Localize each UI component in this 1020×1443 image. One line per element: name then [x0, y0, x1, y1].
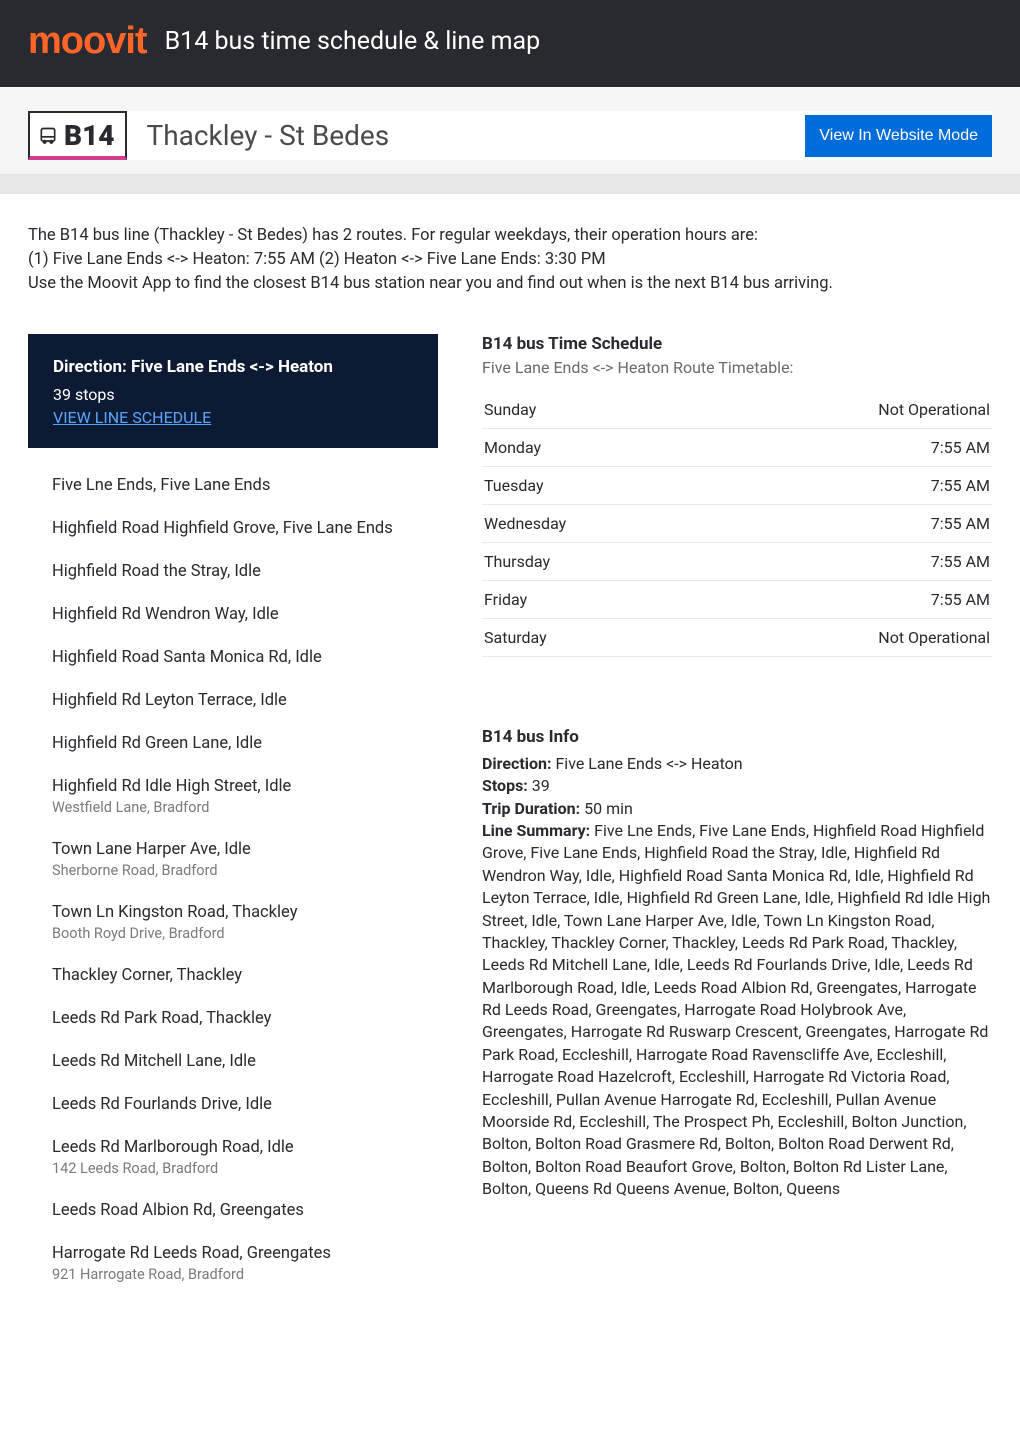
main-columns: Direction: Five Lane Ends <-> Heaton 39 … — [0, 316, 1020, 1307]
stop-name: Thackley Corner, Thackley — [52, 966, 414, 985]
page-title: B14 bus time schedule & line map — [165, 27, 541, 56]
schedule-time: 7:55 AM — [700, 580, 992, 618]
stop-name: Leeds Rd Mitchell Lane, Idle — [52, 1052, 414, 1071]
info-duration: Trip Duration: 50 min — [482, 798, 992, 820]
schedule-row: SundayNot Operational — [482, 391, 992, 429]
intro-text: The B14 bus line (Thackley - St Bedes) h… — [0, 194, 1020, 316]
stop-item: Five Lne Ends, Five Lane Ends — [52, 476, 414, 495]
schedule-row: Friday7:55 AM — [482, 580, 992, 618]
stop-address: Westfield Lane, Bradford — [52, 799, 414, 816]
stop-address: Booth Royd Drive, Bradford — [52, 925, 414, 942]
line-badge: B14 — [28, 111, 127, 160]
route-name: Thackley - St Bedes — [147, 119, 390, 152]
stop-address: 921 Harrogate Road, Bradford — [52, 1266, 414, 1283]
stop-item: Town Ln Kingston Road, Thackley Booth Roy… — [52, 903, 414, 942]
stop-item: Leeds Rd Park Road, Thackley — [52, 1009, 414, 1028]
stop-name: Town Ln Kingston Road, Thackley — [52, 903, 414, 922]
stop-item: Highfield Rd Leyton Terrace, Idle — [52, 691, 414, 710]
stop-name: Highfield Road the Stray, Idle — [52, 562, 414, 581]
info-stops: Stops: 39 — [482, 775, 992, 797]
left-column: Direction: Five Lane Ends <-> Heaton 39 … — [28, 334, 438, 1307]
info-direction: Direction: Five Lane Ends <-> Heaton — [482, 753, 992, 775]
stop-name: Leeds Rd Marlborough Road, Idle — [52, 1138, 414, 1157]
direction-box: Direction: Five Lane Ends <-> Heaton 39 … — [28, 334, 438, 448]
stops-list: Five Lne Ends, Five Lane Ends Highfield R… — [28, 448, 438, 1283]
stop-item: Leeds Rd Marlborough Road, Idle 142 Leeds… — [52, 1138, 414, 1177]
schedule-row: Thursday7:55 AM — [482, 542, 992, 580]
schedule-row: Wednesday7:55 AM — [482, 504, 992, 542]
stop-item: Harrogate Rd Leeds Road, Greengates 921 H… — [52, 1244, 414, 1283]
stop-name: Highfield Rd Leyton Terrace, Idle — [52, 691, 414, 710]
stop-name: Highfield Rd Wendron Way, Idle — [52, 605, 414, 624]
stop-name: Highfield Road Highfield Grove, Five Lan… — [52, 519, 414, 538]
stop-item: Leeds Rd Fourlands Drive, Idle — [52, 1095, 414, 1114]
stop-item: Highfield Road Highfield Grove, Five Lan… — [52, 519, 414, 538]
schedule-time: 7:55 AM — [700, 504, 992, 542]
stop-item: Town Lane Harper Ave, Idle Sherborne Road… — [52, 840, 414, 879]
stop-item: Highfield Rd Green Lane, Idle — [52, 734, 414, 753]
view-website-button[interactable]: View In Website Mode — [805, 115, 992, 157]
schedule-day: Tuesday — [482, 466, 700, 504]
stop-item: Highfield Rd Idle High Street, Idle Westf… — [52, 777, 414, 816]
view-line-schedule-link[interactable]: VIEW LINE SCHEDULE — [53, 408, 211, 427]
schedule-row: SaturdayNot Operational — [482, 618, 992, 656]
schedule-subtitle: Five Lane Ends <-> Heaton Route Timetabl… — [482, 358, 992, 377]
stop-name: Harrogate Rd Leeds Road, Greengates — [52, 1244, 414, 1263]
schedule-day: Monday — [482, 428, 700, 466]
line-header: B14 Thackley - St Bedes View In Website … — [0, 87, 1020, 174]
schedule-time: Not Operational — [700, 618, 992, 656]
schedule-time: 7:55 AM — [700, 542, 992, 580]
bus-icon — [38, 126, 58, 146]
stop-name: Town Lane Harper Ave, Idle — [52, 840, 414, 859]
stops-count: 39 stops — [53, 385, 413, 404]
schedule-day: Friday — [482, 580, 700, 618]
right-column: B14 bus Time Schedule Five Lane Ends <->… — [482, 334, 992, 1201]
stop-item: Highfield Road the Stray, Idle — [52, 562, 414, 581]
stop-name: Five Lne Ends, Five Lane Ends — [52, 476, 414, 495]
line-code: B14 — [64, 119, 115, 152]
stop-item: Thackley Corner, Thackley — [52, 966, 414, 985]
schedule-time: 7:55 AM — [700, 466, 992, 504]
stop-item: Highfield Road Santa Monica Rd, Idle — [52, 648, 414, 667]
schedule-time: 7:55 AM — [700, 428, 992, 466]
schedule-day: Thursday — [482, 542, 700, 580]
top-header: moovit B14 bus time schedule & line map — [0, 0, 1020, 87]
moovit-logo: moovit — [28, 20, 147, 63]
schedule-time: Not Operational — [700, 391, 992, 429]
stop-name: Leeds Road Albion Rd, Greengates — [52, 1201, 414, 1220]
stop-name: Leeds Rd Fourlands Drive, Idle — [52, 1095, 414, 1114]
schedule-title: B14 bus Time Schedule — [482, 334, 992, 354]
info-block: B14 bus Info Direction: Five Lane Ends <… — [482, 727, 992, 1201]
stop-item: Leeds Rd Mitchell Lane, Idle — [52, 1052, 414, 1071]
stop-item: Leeds Road Albion Rd, Greengates — [52, 1201, 414, 1220]
schedule-day: Wednesday — [482, 504, 700, 542]
info-line-summary: Line Summary: Five Lne Ends, Five Lane E… — [482, 820, 992, 1201]
stop-name: Highfield Rd Green Lane, Idle — [52, 734, 414, 753]
stop-address: Sherborne Road, Bradford — [52, 862, 414, 879]
stop-item: Highfield Rd Wendron Way, Idle — [52, 605, 414, 624]
gray-strip — [0, 174, 1020, 194]
stop-name: Leeds Rd Park Road, Thackley — [52, 1009, 414, 1028]
stop-name: Highfield Road Santa Monica Rd, Idle — [52, 648, 414, 667]
schedule-table: SundayNot OperationalMonday7:55 AMTuesda… — [482, 391, 992, 657]
stop-name: Highfield Rd Idle High Street, Idle — [52, 777, 414, 796]
info-title: B14 bus Info — [482, 727, 992, 747]
stop-address: 142 Leeds Road, Bradford — [52, 1160, 414, 1177]
schedule-row: Tuesday7:55 AM — [482, 466, 992, 504]
direction-title: Direction: Five Lane Ends <-> Heaton — [53, 357, 413, 377]
schedule-row: Monday7:55 AM — [482, 428, 992, 466]
schedule-day: Saturday — [482, 618, 700, 656]
schedule-day: Sunday — [482, 391, 700, 429]
